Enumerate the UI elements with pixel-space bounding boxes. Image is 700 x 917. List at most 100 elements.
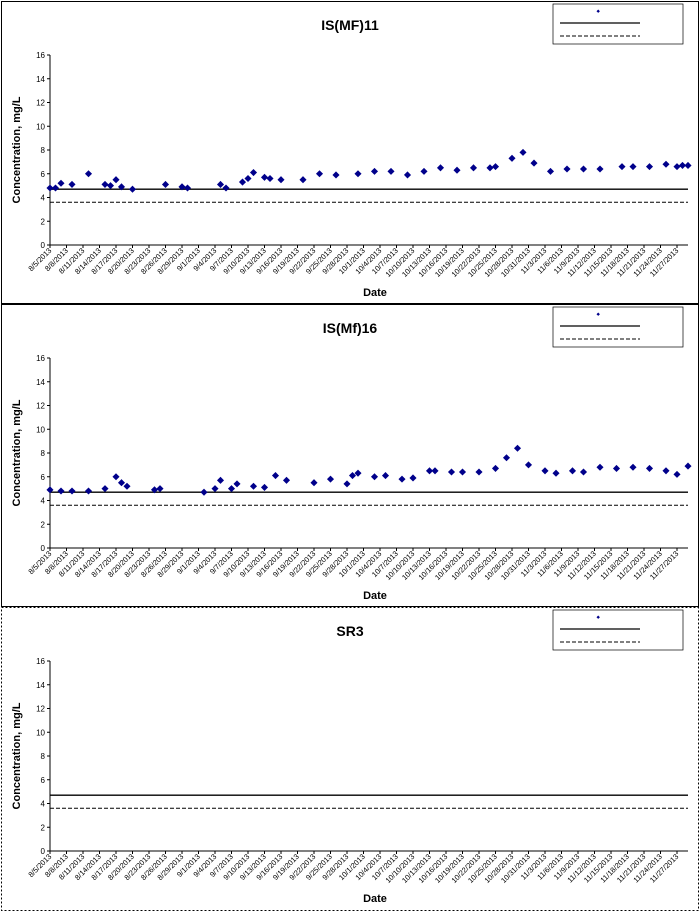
data-point bbox=[596, 165, 604, 173]
chart-legend bbox=[552, 3, 684, 45]
data-point bbox=[150, 486, 159, 494]
data-point bbox=[128, 185, 137, 193]
data-point bbox=[475, 468, 483, 476]
data-point bbox=[244, 174, 252, 183]
data-point bbox=[68, 180, 76, 188]
data-point bbox=[662, 467, 670, 475]
data-point bbox=[277, 176, 285, 184]
data-point bbox=[326, 475, 335, 483]
data-point bbox=[46, 184, 54, 192]
data-point bbox=[57, 179, 65, 187]
data-point bbox=[266, 174, 274, 183]
data-point bbox=[508, 154, 516, 162]
data-point bbox=[233, 480, 241, 488]
y-tick-label: 14 bbox=[36, 75, 45, 84]
legend-marker-icon bbox=[596, 615, 600, 619]
data-point bbox=[684, 161, 692, 169]
data-point bbox=[678, 161, 687, 169]
data-point bbox=[183, 184, 192, 192]
data-point bbox=[227, 485, 236, 493]
data-point bbox=[530, 159, 538, 167]
data-point bbox=[612, 464, 621, 472]
chart-legend bbox=[552, 306, 684, 348]
chart-panel-2: IS(Mf)16 Concentration, mg/L 0 2 4 6 8 10 12 14 16… bbox=[1, 304, 699, 607]
data-point bbox=[618, 163, 626, 171]
data-point bbox=[106, 182, 115, 190]
y-tick-label: 2 bbox=[41, 520, 46, 529]
data-point bbox=[596, 463, 604, 471]
y-tick-label: 10 bbox=[36, 425, 45, 434]
y-tick-label: 2 bbox=[41, 823, 46, 832]
data-point bbox=[398, 475, 406, 483]
chart-frame bbox=[1, 607, 699, 911]
chart-frame bbox=[1, 1, 699, 304]
y-axis-title: Concentration, mg/L bbox=[11, 96, 23, 203]
data-point bbox=[101, 180, 109, 188]
y-tick-label: 16 bbox=[36, 354, 45, 363]
y-tick-label: 8 bbox=[41, 449, 46, 458]
data-point bbox=[684, 462, 692, 470]
chart-title: SR3 bbox=[336, 623, 363, 639]
data-point bbox=[282, 476, 291, 484]
data-point bbox=[123, 482, 131, 490]
y-tick-label: 0 bbox=[41, 847, 46, 856]
chart-frame bbox=[1, 304, 699, 607]
data-point bbox=[486, 164, 494, 172]
data-point bbox=[348, 472, 357, 480]
legend-box bbox=[552, 3, 684, 45]
y-tick-label: 0 bbox=[41, 241, 46, 250]
data-point bbox=[216, 180, 225, 188]
data-point bbox=[156, 485, 164, 493]
x-axis-title: Date bbox=[363, 893, 387, 905]
y-tick-label: 6 bbox=[41, 473, 46, 482]
data-point bbox=[51, 184, 60, 192]
y-tick-label: 0 bbox=[41, 544, 46, 553]
data-point bbox=[370, 167, 379, 175]
data-point bbox=[112, 473, 120, 481]
data-point bbox=[524, 461, 533, 469]
y-tick-label: 16 bbox=[36, 657, 45, 666]
y-tick-label: 4 bbox=[41, 497, 46, 506]
chart-title: IS(Mf)16 bbox=[323, 320, 378, 336]
y-tick-label: 4 bbox=[41, 800, 46, 809]
data-point bbox=[343, 480, 351, 488]
data-point bbox=[101, 485, 109, 493]
y-tick-label: 12 bbox=[36, 705, 45, 714]
data-point bbox=[315, 170, 324, 178]
data-point bbox=[673, 163, 681, 171]
data-point bbox=[260, 483, 269, 491]
data-point bbox=[332, 171, 340, 179]
data-point bbox=[458, 468, 467, 476]
y-tick-label: 16 bbox=[36, 51, 45, 60]
x-axis-title: Date bbox=[363, 287, 387, 299]
y-tick-label: 14 bbox=[36, 681, 45, 690]
legend-box bbox=[552, 609, 684, 651]
data-point bbox=[57, 487, 65, 495]
data-point bbox=[645, 163, 654, 171]
y-tick-label: 6 bbox=[41, 776, 46, 785]
data-point bbox=[552, 469, 560, 477]
data-point bbox=[354, 170, 362, 178]
y-tick-label: 14 bbox=[36, 378, 45, 387]
data-points bbox=[46, 444, 692, 496]
data-point bbox=[310, 479, 318, 487]
data-point bbox=[46, 486, 54, 494]
y-tick-label: 10 bbox=[36, 728, 45, 737]
data-point bbox=[211, 485, 219, 493]
data-point bbox=[420, 167, 428, 175]
data-point bbox=[502, 454, 511, 462]
y-axis-title: Concentration, mg/L bbox=[11, 702, 23, 809]
legend-box bbox=[552, 306, 684, 348]
data-point bbox=[469, 164, 478, 172]
y-tick-label: 6 bbox=[41, 170, 46, 179]
legend-marker-icon bbox=[596, 9, 600, 13]
data-point bbox=[117, 479, 126, 487]
data-point bbox=[387, 167, 395, 175]
data-point bbox=[370, 473, 379, 481]
data-point bbox=[260, 173, 269, 181]
chart-title: IS(MF)11 bbox=[321, 17, 379, 33]
x-axis-title: Date bbox=[363, 590, 387, 602]
data-point bbox=[178, 183, 186, 191]
data-point bbox=[568, 467, 577, 475]
